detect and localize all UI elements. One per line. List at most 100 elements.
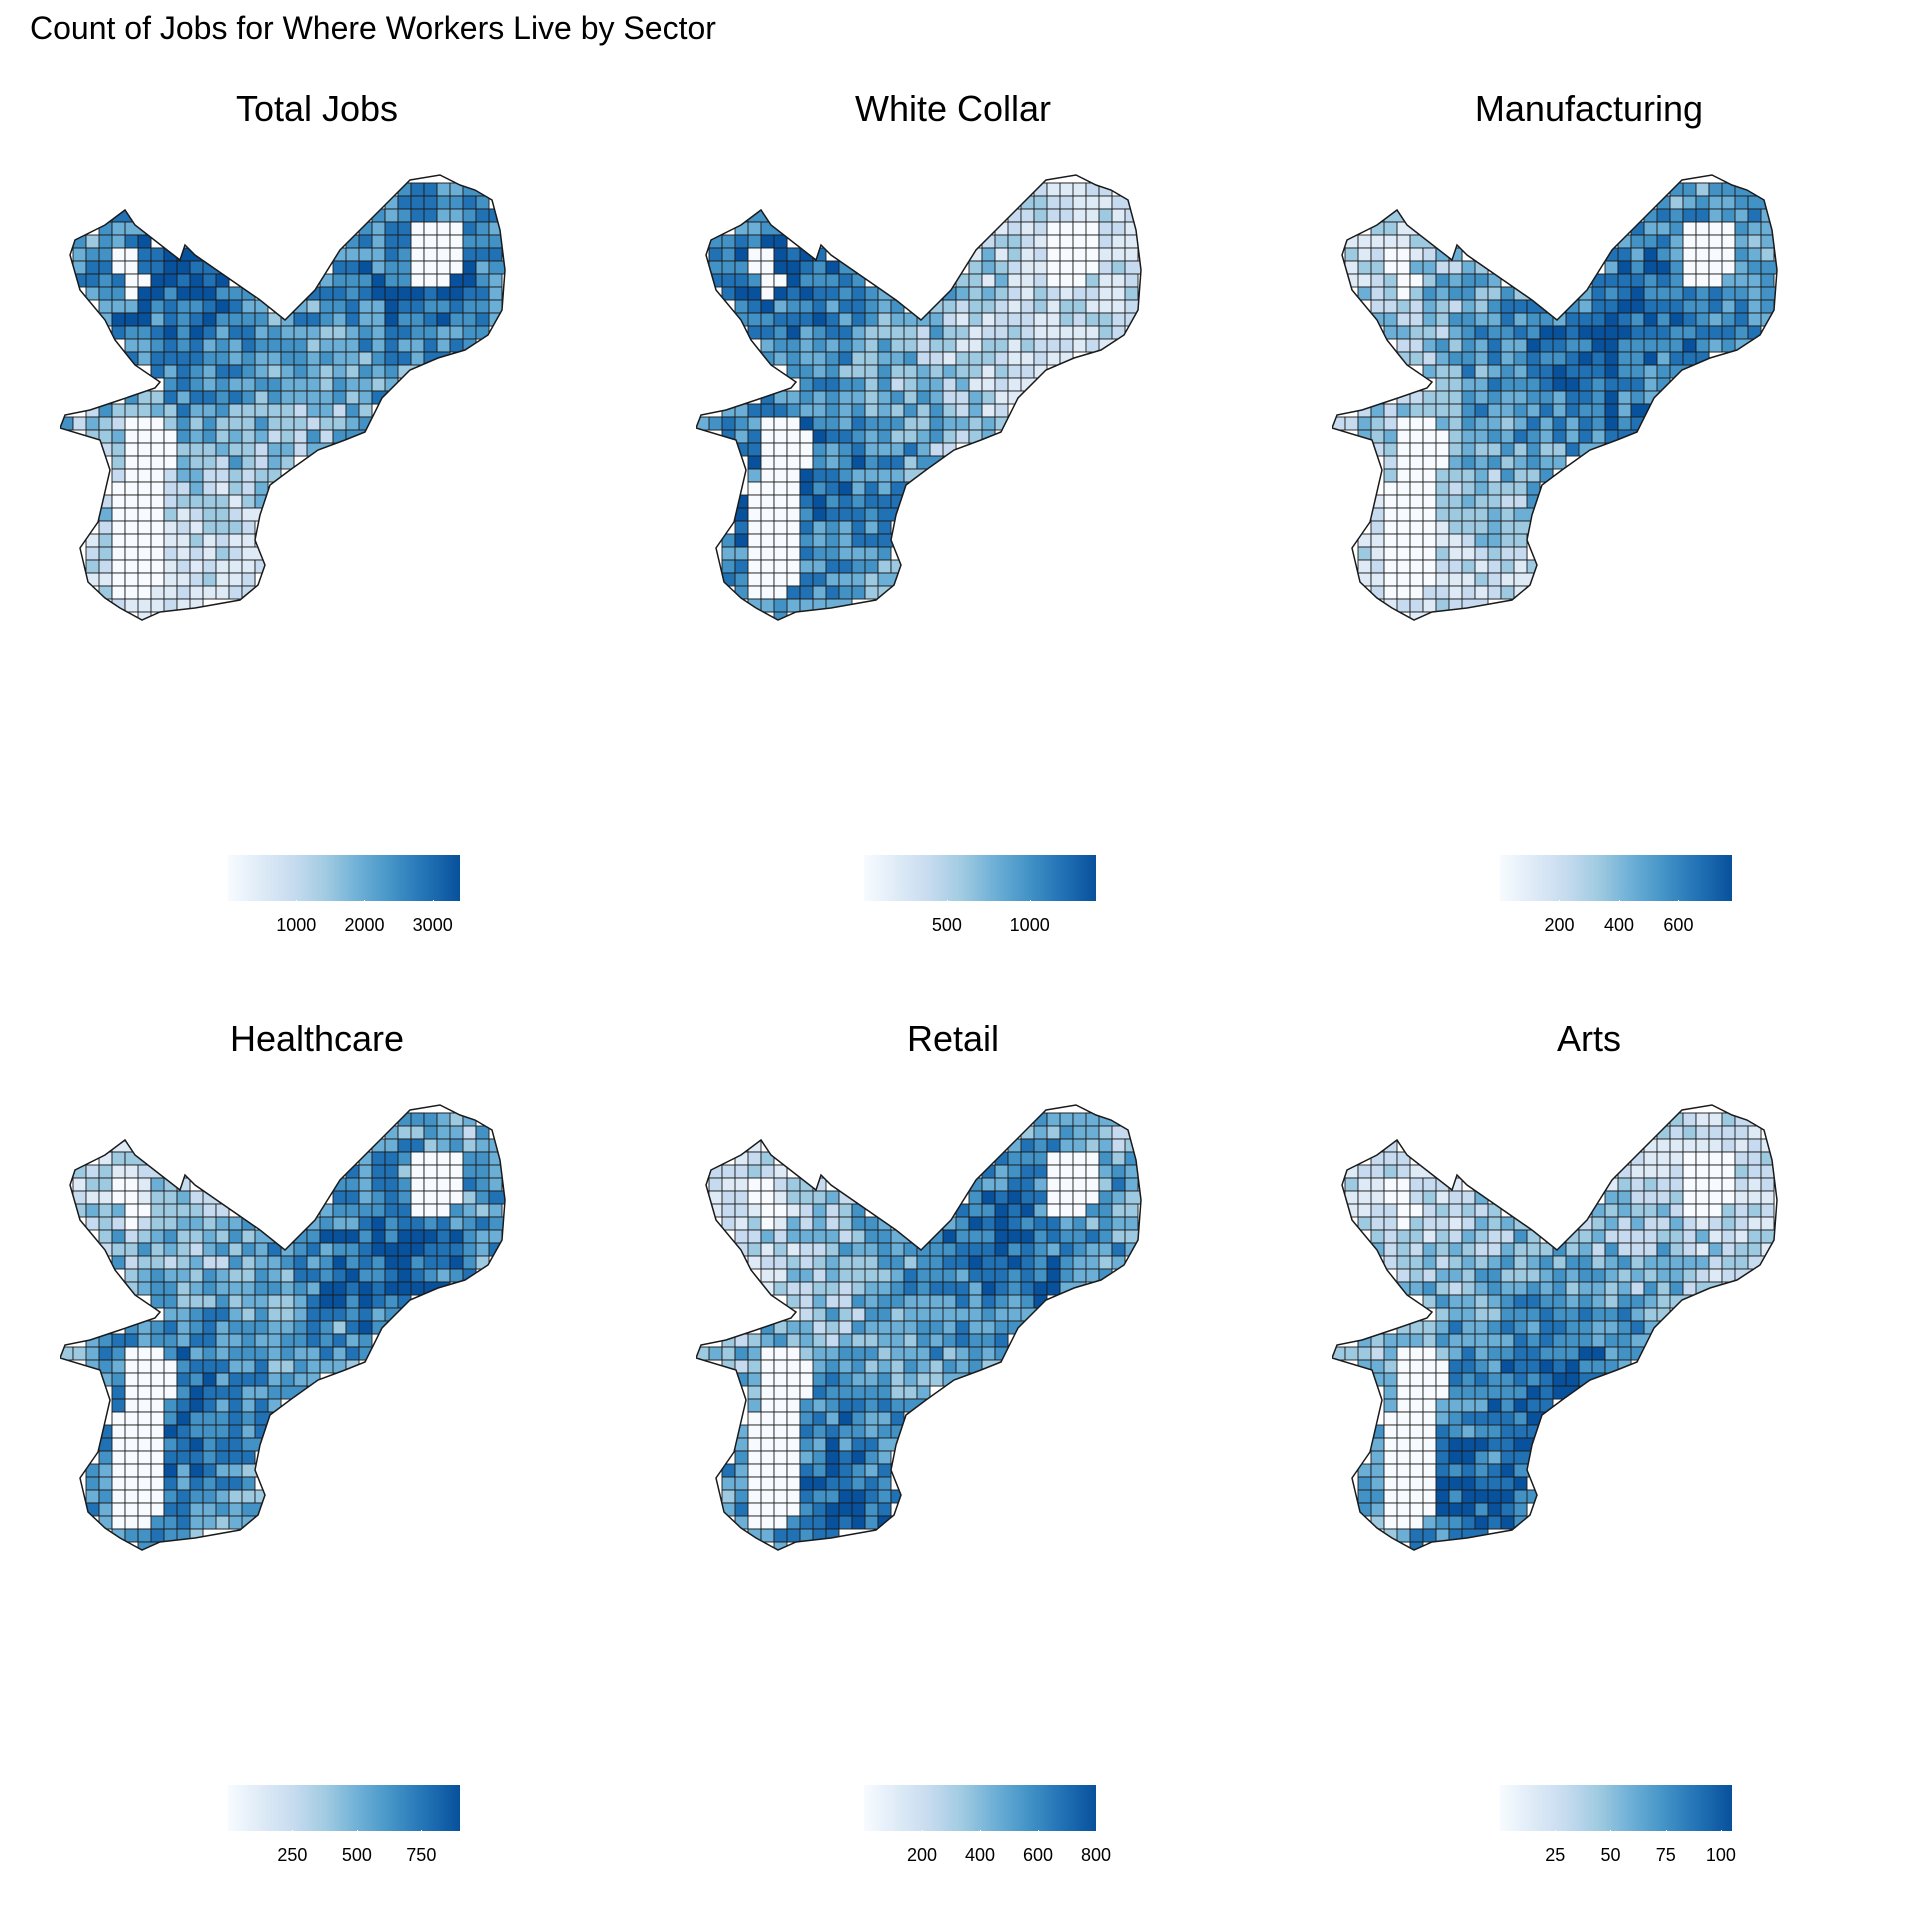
census-tract [1617, 1203, 1632, 1218]
census-tract [280, 1372, 295, 1387]
census-tract [176, 429, 191, 444]
census-tract [1513, 533, 1528, 548]
census-tract [1124, 1216, 1139, 1231]
census-tract [1461, 1320, 1476, 1335]
panel-title: Manufacturing [1474, 88, 1704, 129]
census-tract [228, 1281, 243, 1296]
census-tract [423, 1229, 438, 1244]
census-tract [1669, 221, 1684, 236]
census-tract [1033, 1203, 1048, 1218]
census-tract [760, 1528, 775, 1543]
census-tract [825, 1203, 840, 1218]
panel-title: Retail [906, 1018, 1000, 1059]
census-tract [1124, 221, 1141, 236]
census-tract [1669, 1203, 1684, 1218]
census-tract [1526, 364, 1541, 379]
census-tract [1396, 1242, 1411, 1257]
census-tract [1565, 325, 1580, 340]
census-tract [488, 1138, 505, 1153]
census-tract [137, 1177, 152, 1192]
city-boundary [60, 174, 506, 621]
census-tract [241, 1255, 256, 1270]
census-tract [760, 572, 775, 587]
census-tract [968, 1242, 983, 1257]
census-tract [942, 338, 957, 353]
census-tract [1708, 1138, 1723, 1153]
census-tract [903, 455, 918, 470]
census-tract [176, 481, 191, 496]
census-tract [215, 481, 230, 496]
census-tract [1124, 247, 1139, 262]
census-tract [799, 442, 814, 457]
census-tract [189, 1489, 204, 1504]
census-tract [799, 351, 814, 366]
census-tract [1422, 325, 1437, 340]
census-tract [799, 390, 814, 405]
census-tract [864, 1450, 879, 1465]
census-tract [1526, 1294, 1541, 1309]
census-tract [851, 312, 866, 327]
census-tract [955, 273, 970, 288]
census-tract [241, 416, 256, 431]
census-tract [1020, 299, 1035, 314]
census-tract [150, 1268, 165, 1283]
census-tract [1435, 494, 1450, 509]
legend-tick-label: 2000 [344, 915, 385, 935]
census-tract [1474, 299, 1489, 314]
choropleth-map [1332, 174, 1778, 621]
census-tract [1098, 1151, 1113, 1166]
census-tract [786, 481, 801, 496]
census-tract [462, 325, 477, 340]
census-tract [1474, 1463, 1489, 1478]
census-tract [1422, 1463, 1437, 1478]
census-tract [838, 403, 853, 418]
census-tract [838, 1463, 853, 1478]
census-tract [1682, 1268, 1697, 1283]
census-tract [189, 1385, 204, 1400]
census-tract [1422, 585, 1437, 600]
census-tract [1721, 247, 1736, 262]
census-tract [137, 273, 152, 288]
census-tract [1370, 559, 1385, 574]
panel-title: White Collar [854, 88, 1052, 129]
census-tract [1526, 1359, 1541, 1374]
census-tract [773, 338, 788, 353]
census-tract [1422, 1424, 1437, 1439]
census-tract [838, 299, 853, 314]
census-tract [1046, 1190, 1061, 1205]
census-tract [1474, 403, 1489, 418]
census-tract [488, 1151, 505, 1166]
census-tract [1682, 221, 1697, 236]
census-tract [488, 1164, 503, 1179]
census-tract [215, 364, 230, 379]
census-tract [475, 1203, 490, 1218]
census-tract [1046, 273, 1061, 288]
census-tract [773, 1463, 788, 1478]
census-tract [1513, 377, 1528, 392]
census-tract [1474, 286, 1489, 301]
census-tract [747, 429, 762, 444]
census-tract [488, 260, 505, 275]
census-tract [1474, 338, 1489, 353]
census-tract [150, 429, 165, 444]
census-tract [1461, 1294, 1476, 1309]
census-tract [916, 1294, 931, 1309]
census-tract [1539, 364, 1554, 379]
census-tract [1565, 1320, 1580, 1335]
census-tract [773, 1398, 788, 1413]
census-tract [371, 1203, 386, 1218]
census-tract [981, 1294, 996, 1309]
census-tract [228, 442, 243, 457]
census-tract [1487, 299, 1502, 314]
census-tract [410, 1125, 425, 1140]
census-tract [254, 1307, 269, 1322]
census-tract [1643, 1294, 1658, 1309]
census-tract [202, 1463, 217, 1478]
census-tract [436, 1229, 451, 1244]
legend-tick [356, 1830, 358, 1836]
census-tract [1461, 1476, 1476, 1491]
census-tract [215, 1489, 230, 1504]
census-tract [1617, 1255, 1632, 1270]
census-tract [1708, 338, 1723, 353]
census-tract [786, 416, 801, 431]
